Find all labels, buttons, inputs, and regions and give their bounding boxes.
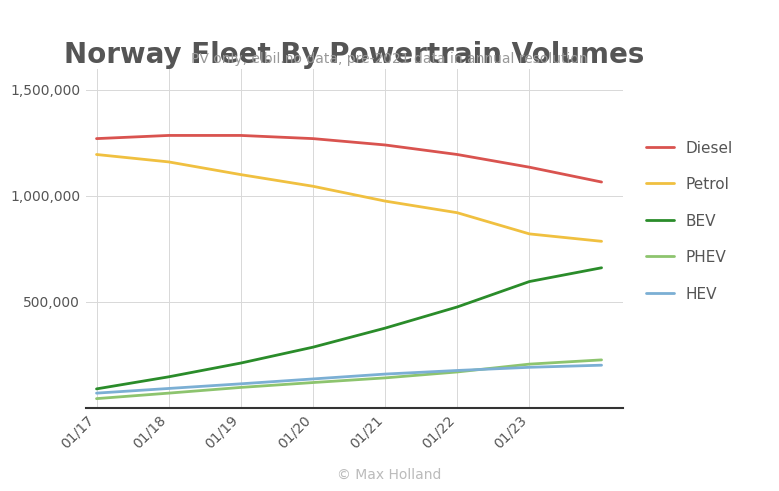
Line: Diesel: Diesel	[97, 136, 601, 182]
BEV	[236, 360, 245, 366]
Text: © Max Holland: © Max Holland	[337, 468, 442, 482]
Petrol	[236, 172, 245, 178]
BEV	[453, 304, 462, 310]
Legend: Diesel, Petrol, BEV, PHEV, HEV: Diesel, Petrol, BEV, PHEV, HEV	[642, 136, 738, 306]
Petrol	[597, 238, 606, 244]
HEV	[92, 390, 101, 396]
Petrol	[380, 198, 390, 204]
BEV	[525, 278, 534, 284]
PHEV	[525, 361, 534, 367]
Title: Norway Fleet By Powertrain Volumes: Norway Fleet By Powertrain Volumes	[64, 41, 645, 69]
HEV	[164, 385, 174, 391]
BEV	[308, 344, 318, 350]
HEV	[308, 376, 318, 382]
PHEV	[164, 390, 174, 396]
Diesel	[92, 136, 101, 141]
PHEV	[92, 396, 101, 402]
HEV	[597, 362, 606, 368]
PHEV	[236, 384, 245, 390]
Diesel	[453, 152, 462, 158]
Diesel	[308, 136, 318, 141]
Text: PV only, elbil.no data, pre-2021 data in annual resolution: PV only, elbil.no data, pre-2021 data in…	[191, 52, 588, 66]
BEV	[92, 386, 101, 392]
HEV	[453, 368, 462, 374]
Diesel	[525, 164, 534, 170]
Diesel	[236, 133, 245, 138]
PHEV	[380, 375, 390, 381]
Petrol	[308, 183, 318, 189]
Line: HEV: HEV	[97, 365, 601, 393]
BEV	[380, 325, 390, 331]
HEV	[236, 381, 245, 387]
HEV	[525, 364, 534, 370]
Diesel	[597, 179, 606, 185]
Petrol	[92, 152, 101, 158]
Line: BEV: BEV	[97, 268, 601, 389]
Diesel	[164, 133, 174, 138]
BEV	[164, 374, 174, 380]
PHEV	[453, 369, 462, 375]
Petrol	[164, 159, 174, 165]
HEV	[380, 371, 390, 377]
Petrol	[525, 231, 534, 237]
Line: PHEV: PHEV	[97, 360, 601, 399]
Diesel	[380, 142, 390, 148]
Line: Petrol: Petrol	[97, 155, 601, 241]
PHEV	[597, 357, 606, 363]
Petrol	[453, 210, 462, 216]
PHEV	[308, 380, 318, 385]
BEV	[597, 265, 606, 271]
